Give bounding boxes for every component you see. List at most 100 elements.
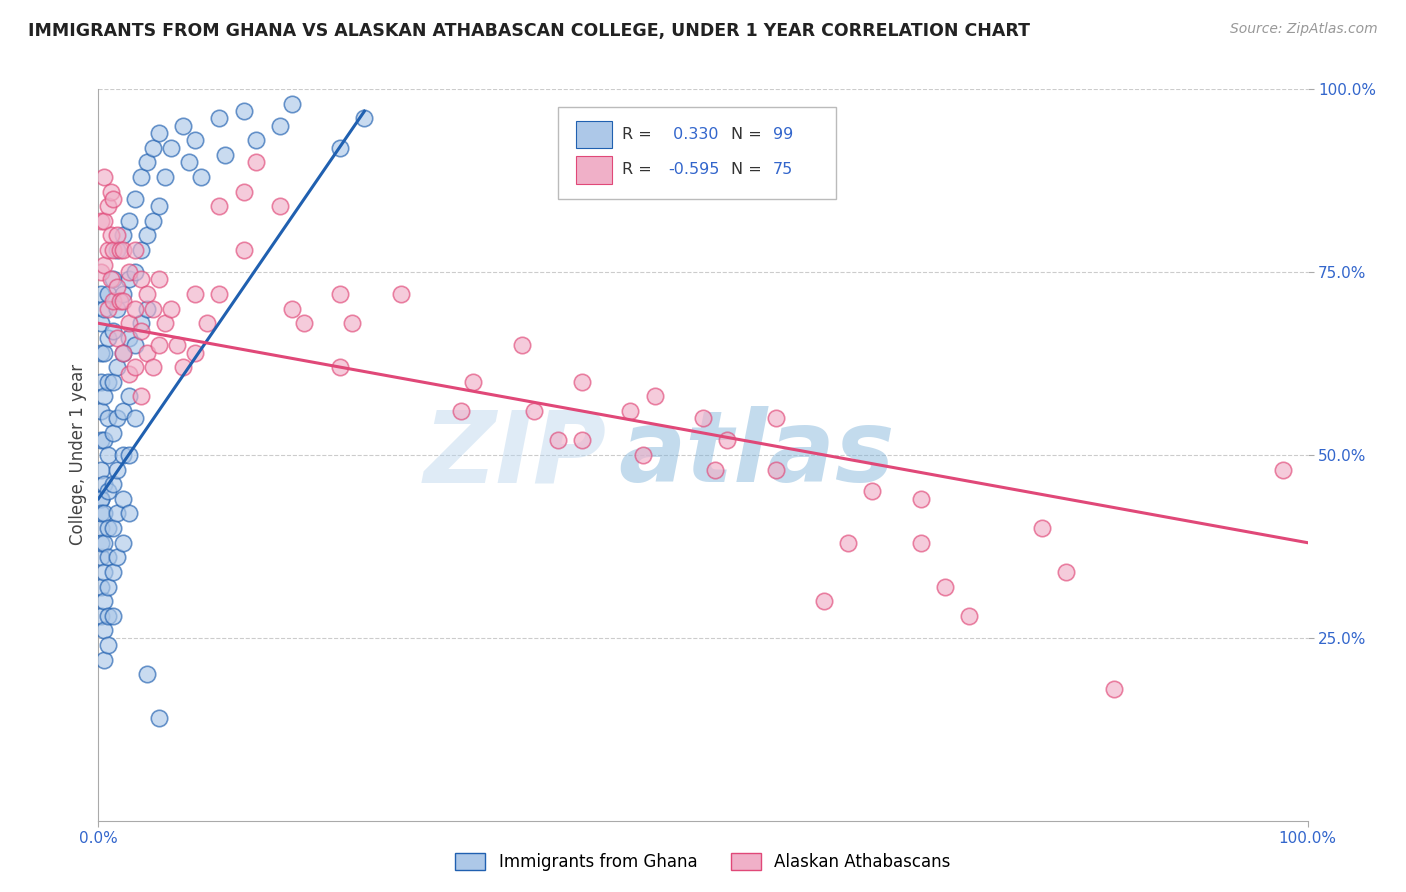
Text: 75: 75 [773, 162, 793, 178]
Point [1031, 521, 1053, 535]
Point [97, 448, 120, 462]
Point [108, 243, 131, 257]
Point [90, 521, 112, 535]
Point [232, 243, 254, 257]
Point [860, 484, 883, 499]
Text: 0.330: 0.330 [668, 127, 718, 142]
Point [105, 279, 128, 293]
Point [111, 294, 134, 309]
Text: 99: 99 [773, 127, 793, 142]
Point [631, 448, 654, 462]
Point [269, 199, 291, 213]
Point [90, 580, 112, 594]
Point [232, 185, 254, 199]
Point [129, 316, 152, 330]
Point [101, 425, 124, 440]
Point [214, 148, 236, 162]
Point [184, 345, 207, 359]
Point [142, 214, 165, 228]
Point [97, 521, 120, 535]
Point [93, 477, 115, 491]
Point [463, 375, 485, 389]
Point [93, 169, 115, 184]
Point [105, 301, 128, 316]
Point [90, 345, 112, 359]
Point [1272, 462, 1295, 476]
Point [101, 565, 124, 579]
Point [148, 199, 170, 213]
Point [93, 565, 115, 579]
Point [571, 375, 593, 389]
Point [124, 338, 146, 352]
Point [111, 404, 134, 418]
Point [97, 638, 120, 652]
Point [97, 331, 120, 345]
Point [172, 360, 194, 375]
Point [93, 345, 115, 359]
Point [389, 287, 412, 301]
Point [124, 411, 146, 425]
Point [97, 301, 120, 316]
Point [118, 389, 141, 403]
Point [97, 243, 120, 257]
Point [90, 265, 112, 279]
Point [93, 258, 115, 272]
Point [90, 434, 112, 448]
Point [90, 507, 112, 521]
Point [135, 301, 157, 316]
Point [124, 301, 146, 316]
Point [97, 375, 120, 389]
Point [190, 169, 212, 184]
Point [118, 214, 141, 228]
Text: N =: N = [731, 127, 766, 142]
Point [124, 360, 146, 375]
Point [90, 550, 112, 565]
Point [101, 477, 124, 491]
Point [97, 608, 120, 623]
Y-axis label: College, Under 1 year: College, Under 1 year [69, 364, 87, 546]
Point [547, 434, 569, 448]
Point [111, 228, 134, 243]
Point [93, 624, 115, 638]
Point [111, 535, 134, 549]
Point [124, 243, 146, 257]
Point [129, 272, 152, 286]
Point [129, 243, 152, 257]
Point [195, 316, 218, 330]
Point [101, 272, 124, 286]
Point [129, 389, 152, 403]
Point [716, 434, 738, 448]
Point [101, 521, 124, 535]
Point [142, 360, 165, 375]
Point [153, 316, 176, 330]
Point [101, 192, 124, 206]
Point [93, 653, 115, 667]
Point [101, 608, 124, 623]
Point [208, 112, 231, 126]
Point [90, 535, 112, 549]
Point [93, 507, 115, 521]
Point [90, 316, 112, 330]
Point [90, 375, 112, 389]
Point [97, 550, 120, 565]
Point [101, 243, 124, 257]
Point [342, 316, 364, 330]
Point [118, 272, 141, 286]
Point [523, 404, 546, 418]
Point [208, 287, 231, 301]
FancyBboxPatch shape [576, 156, 613, 184]
Point [90, 214, 112, 228]
Point [97, 411, 120, 425]
Point [910, 491, 932, 506]
Point [510, 338, 533, 352]
Point [105, 411, 128, 425]
Point [90, 608, 112, 623]
Point [160, 141, 183, 155]
Point [619, 404, 641, 418]
Point [813, 594, 835, 608]
Point [245, 155, 267, 169]
Point [100, 185, 122, 199]
Point [90, 462, 112, 476]
Point [692, 411, 714, 425]
Point [118, 316, 141, 330]
